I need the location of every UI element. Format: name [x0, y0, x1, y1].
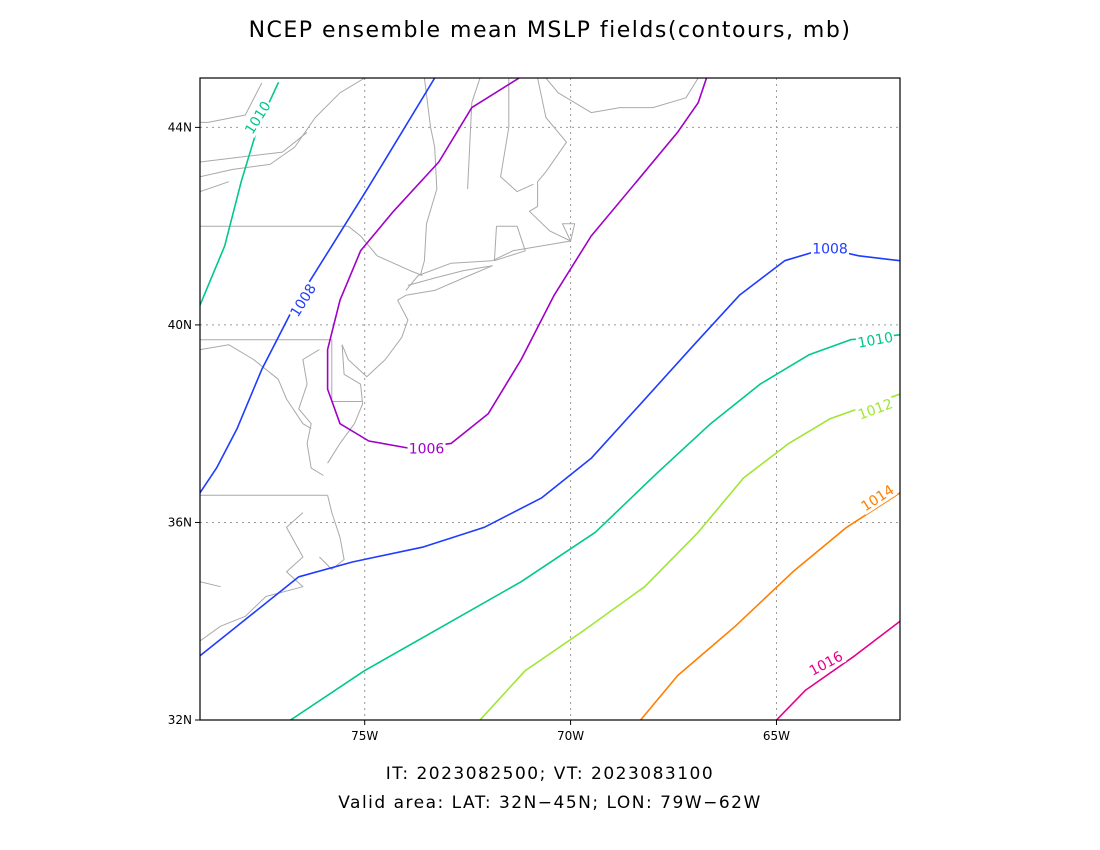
contour-label-group: 1010	[855, 327, 896, 352]
isobar-1016	[775, 620, 900, 720]
contour-label-1010: 1010	[857, 330, 895, 352]
isobar-1006	[326, 78, 708, 450]
contour-label-background	[811, 239, 849, 257]
coastline-segment	[200, 78, 365, 178]
contour-label-1008: 1008	[812, 241, 848, 257]
caption-valid-area: Valid area: LAT: 32N−45N; LON: 79W−62W	[338, 793, 762, 813]
coastline-segment	[319, 495, 345, 570]
axis-ticks: 32N 36N 40N 44N 75W 70W 65W	[168, 120, 790, 743]
isobar-1012	[479, 393, 900, 720]
lon-tick-label: 65W	[763, 729, 790, 743]
contour-label-group: 1010	[239, 96, 275, 138]
contour-label-background	[407, 439, 446, 457]
coastline-segment	[200, 225, 423, 276]
contour-label-background	[856, 479, 898, 515]
contour-label-group: 1014	[856, 479, 898, 515]
plot-frame	[199, 77, 901, 721]
isobar-1014	[639, 492, 900, 720]
coastline-segment	[467, 78, 481, 190]
map-title: NCEP ensemble mean MSLP fields(contours,…	[248, 18, 852, 43]
coastline-segment	[200, 82, 263, 123]
contour-label-background	[239, 96, 275, 138]
contour-label-group: 1006	[407, 439, 446, 457]
contour-label-group: 1012	[854, 393, 896, 423]
contour-label-group: 1008	[285, 279, 320, 321]
lat-tick-label: 32N	[168, 713, 192, 727]
coastline-segment	[405, 78, 576, 291]
lon-tick-label: 70W	[557, 729, 584, 743]
coastline-segment	[200, 581, 221, 588]
coastline-segment	[545, 78, 699, 114]
coastline-segment	[200, 512, 304, 642]
isobar-1008	[200, 78, 436, 494]
contour-label-background	[854, 393, 896, 423]
contour-label-background	[855, 327, 896, 351]
coastline-segment	[298, 349, 324, 476]
coastline-segment	[200, 344, 312, 430]
mslp-contours	[200, 78, 900, 720]
coastline-segment	[405, 265, 493, 296]
coastline-segment	[327, 344, 364, 464]
contour-label-1012: 1012	[856, 396, 895, 423]
coastline-segment	[493, 225, 526, 262]
contour-label-background	[804, 646, 847, 680]
coastlines	[200, 78, 699, 642]
contour-label-group: 1008	[811, 239, 849, 257]
grid-lines	[200, 78, 900, 720]
lon-tick-label: 75W	[351, 729, 378, 743]
coastline-segment	[200, 181, 229, 193]
coastline-segment	[341, 294, 409, 378]
caption-time-info: IT: 2023082500; VT: 2023083100	[385, 764, 715, 784]
coastline-segment	[500, 78, 534, 193]
lat-tick-label: 44N	[168, 120, 192, 134]
lat-tick-label: 40N	[168, 318, 192, 332]
isobar-1010	[289, 334, 900, 720]
coastline-segment	[200, 131, 308, 163]
contour-label-background	[285, 279, 320, 321]
lat-tick-label: 36N	[168, 515, 192, 529]
coastline-segment	[200, 339, 363, 402]
contour-label-1006: 1006	[409, 441, 445, 457]
coastline-segment	[419, 78, 438, 276]
